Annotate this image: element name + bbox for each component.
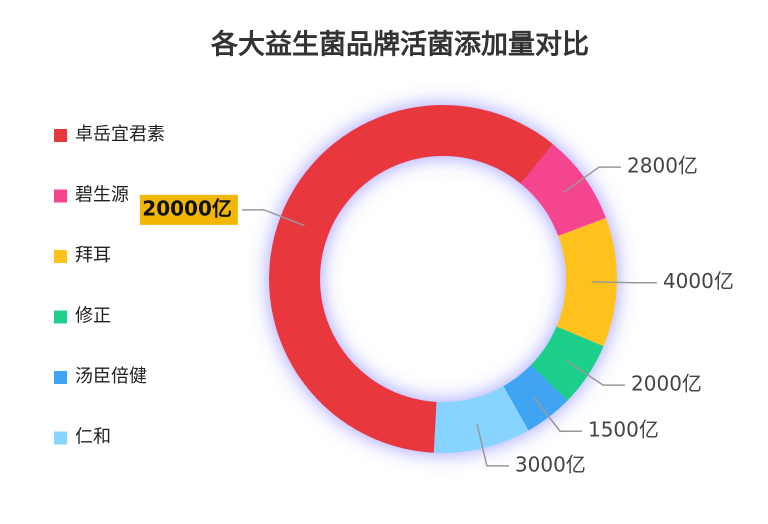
legend-text: 碧生源 [75,185,129,206]
data-label: 2800亿 [627,154,698,178]
donut-slice [503,364,568,431]
donut-slice [268,104,554,453]
legend-swatch [54,310,67,324]
data-label: 4000亿 [663,269,734,293]
leader-line [532,396,582,432]
chart-title: 各大益生菌品牌活菌添加量对比 [210,29,589,61]
leader-line [241,209,305,227]
legend-text: 汤臣倍健 [75,366,147,387]
donut-slice [520,144,606,236]
legend-swatch [54,129,67,142]
legend-text: 仁和 [75,427,111,448]
donut-slice [530,326,604,401]
leader-line [563,166,622,194]
label-background [139,194,238,225]
data-label: 3000亿 [515,452,586,476]
legend-swatch [54,371,67,384]
data-label: 1500亿 [588,418,659,442]
legend-text: 拜耳 [75,245,111,266]
legend-text: 卓岳宜君素 [75,124,165,145]
leader-line [591,281,657,284]
donut [268,104,617,453]
donut-slice [433,386,529,453]
data-label: 20000亿 [142,196,232,220]
donut-slice [556,218,617,347]
leader-line [476,423,509,467]
legend-swatch [54,431,67,445]
legend-swatch [54,189,67,203]
legend-swatch [54,250,67,263]
legend-text: 修正 [75,306,111,327]
leader-line [566,360,626,386]
data-label: 2000亿 [631,372,702,396]
